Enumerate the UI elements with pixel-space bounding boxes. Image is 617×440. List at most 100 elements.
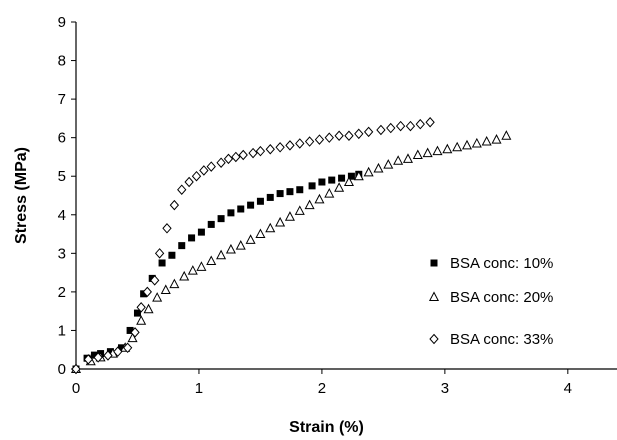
data-point <box>83 354 93 365</box>
data-point <box>334 182 345 192</box>
legend-marker <box>429 333 439 345</box>
data-point <box>206 255 217 266</box>
data-point <box>276 190 284 198</box>
data-point <box>133 309 141 317</box>
data-point <box>103 350 113 361</box>
data-point <box>169 278 180 289</box>
data-point <box>266 193 274 201</box>
data-point <box>386 122 396 134</box>
data-point <box>130 327 140 338</box>
y-tick-label: 1 <box>58 322 66 339</box>
data-point <box>152 292 163 302</box>
data-point <box>265 222 276 233</box>
data-point <box>425 116 435 128</box>
data-point <box>284 211 295 221</box>
x-tick-label: 3 <box>441 380 449 397</box>
data-point <box>324 132 334 143</box>
data-point <box>285 140 295 151</box>
data-point <box>265 143 275 155</box>
x-axis-title: Strain (%) <box>289 419 364 436</box>
series-2 <box>70 130 512 373</box>
data-point <box>363 166 374 177</box>
y-tick-label: 7 <box>58 91 66 108</box>
data-point <box>295 138 305 149</box>
data-point <box>334 130 344 141</box>
y-tick-label: 9 <box>58 14 66 31</box>
data-point <box>304 199 315 210</box>
data-point <box>127 332 138 343</box>
data-point <box>314 193 325 204</box>
x-tick-label: 1 <box>195 380 203 397</box>
data-point <box>227 209 235 217</box>
tick-labels: 0 1 2 3 4 5 6 7 8 9 0 1 2 3 4 <box>58 14 572 397</box>
data-point <box>217 215 225 223</box>
data-point <box>393 155 404 165</box>
data-point <box>491 134 502 144</box>
data-point <box>395 120 406 132</box>
data-point <box>286 188 294 196</box>
legend-marker <box>428 291 440 301</box>
data-point <box>199 165 209 176</box>
data-point <box>412 149 423 160</box>
data-point <box>216 249 227 260</box>
data-point <box>296 186 304 194</box>
data-point <box>275 216 286 227</box>
axes <box>75 22 617 370</box>
data-point <box>136 302 146 313</box>
data-point <box>354 128 364 140</box>
data-point <box>223 153 234 165</box>
data-point <box>405 120 416 132</box>
data-point <box>143 303 154 314</box>
data-point <box>150 275 160 286</box>
legend-label: BSA conc: 33% <box>450 331 553 348</box>
data-point <box>248 147 258 159</box>
data-point <box>318 178 326 186</box>
data-point <box>383 159 394 169</box>
data-point <box>162 223 172 234</box>
data-point <box>187 265 198 275</box>
data-point <box>256 197 264 205</box>
data-point <box>344 130 354 141</box>
data-point <box>363 126 374 138</box>
data-point <box>245 234 256 244</box>
data-point <box>343 176 354 187</box>
data-point <box>461 139 473 150</box>
data-point <box>71 363 81 375</box>
x-tick-label: 2 <box>318 380 326 397</box>
data-markers <box>70 116 512 375</box>
data-point <box>501 130 512 140</box>
y-axis-title: Stress (MPa) <box>13 147 30 244</box>
data-point <box>140 290 148 298</box>
y-tick-label: 5 <box>58 168 66 185</box>
data-point <box>188 234 196 242</box>
data-point <box>158 259 166 267</box>
data-point <box>117 344 125 352</box>
data-point <box>328 176 336 184</box>
data-point <box>235 240 246 250</box>
data-point <box>184 176 194 188</box>
data-point <box>160 284 171 294</box>
legend-label: BSA conc: 20% <box>450 289 553 306</box>
series-3 <box>71 116 435 375</box>
data-point <box>197 228 205 236</box>
y-tick-label: 2 <box>58 284 66 301</box>
x-tick-label: 0 <box>72 380 80 397</box>
data-point <box>106 348 114 356</box>
data-point <box>347 172 355 180</box>
data-point <box>231 151 241 163</box>
y-tick-label: 3 <box>58 245 66 262</box>
data-point <box>471 137 482 148</box>
data-point <box>206 161 216 172</box>
legend-label: BSA conc: 10% <box>450 255 553 272</box>
legend-marker <box>430 259 438 267</box>
y-tick-label: 6 <box>58 130 66 147</box>
y-tick-label: 0 <box>58 361 66 378</box>
data-point <box>338 174 346 182</box>
data-point <box>373 162 384 173</box>
data-point <box>308 182 316 190</box>
data-point <box>255 145 266 157</box>
legend: BSA conc: 10% BSA conc: 20% BSA conc: 33% <box>428 255 553 348</box>
data-point <box>90 351 98 359</box>
data-point <box>113 346 123 357</box>
